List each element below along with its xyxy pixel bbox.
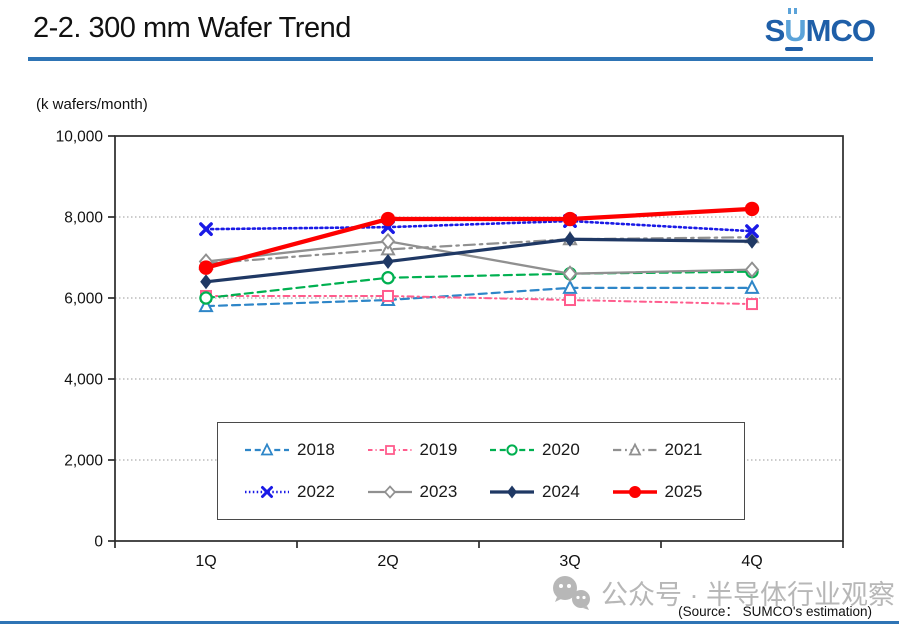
legend-line-sample-2025 xyxy=(612,486,657,498)
legend-item-2024: 2024 xyxy=(489,482,612,502)
series-line-2025 xyxy=(203,206,755,270)
watermark-text: 公众号 · 半导体行业观察 xyxy=(601,580,895,610)
x-axis-tick-label: 4Q xyxy=(741,553,762,570)
legend-label: 2023 xyxy=(419,482,458,501)
marker-triangle-open xyxy=(562,279,578,294)
marker-diamond-open xyxy=(380,232,396,250)
marker-diamond-open xyxy=(562,265,578,283)
legend-item-2019: 2019 xyxy=(367,440,490,460)
marker-diamond-filled xyxy=(746,233,758,249)
y-axis-tick-label: 4,000 xyxy=(64,372,103,389)
legend-marker-2019 xyxy=(384,445,395,455)
legend-marker-2021 xyxy=(628,442,641,456)
watermark: 公众号 · 半导体行业观察 xyxy=(551,573,895,612)
chart-legend: 2018 2019 2020 2021 2022 2023 2024 2025 xyxy=(217,422,745,520)
x-axis-tick-label: 1Q xyxy=(195,553,216,570)
logo-crucible-icon: U xyxy=(784,8,807,51)
logo-letters-mco: MCO xyxy=(805,13,876,48)
marker-square-open xyxy=(382,289,394,302)
footer-divider xyxy=(0,621,899,624)
series-line-2023 xyxy=(204,240,754,275)
page-title: 2-2. 300 mm Wafer Trend xyxy=(33,12,351,44)
marker-x xyxy=(745,224,759,239)
legend-marker-2020 xyxy=(506,444,518,456)
legend-line-sample-2021 xyxy=(612,442,657,456)
legend-marker-2025 xyxy=(628,486,641,498)
legend-line-sample-2023 xyxy=(367,485,412,499)
marker-diamond-open xyxy=(744,261,760,279)
series-line-2018 xyxy=(204,286,754,308)
legend-line-sample-2022 xyxy=(245,486,289,498)
x-axis-tick-label: 2Q xyxy=(377,553,398,570)
y-axis-tick-label: 8,000 xyxy=(64,210,103,227)
legend-label: 2018 xyxy=(297,440,335,459)
legend-line-sample-2018 xyxy=(245,442,289,456)
marker-triangle-open xyxy=(744,279,760,294)
marker-circle-filled xyxy=(562,211,578,227)
legend-line-sample-2019 xyxy=(367,445,412,455)
y-axis-tick-label: 6,000 xyxy=(64,291,103,308)
y-axis-tick-label: 2,000 xyxy=(64,453,103,470)
legend-item-2018: 2018 xyxy=(244,440,367,460)
legend-item-2023: 2023 xyxy=(367,482,490,502)
legend-item-2022: 2022 xyxy=(244,482,367,502)
marker-diamond-filled xyxy=(200,274,212,290)
marker-circle-filled xyxy=(744,201,760,217)
marker-x xyxy=(199,222,213,237)
legend-marker-2018 xyxy=(260,442,274,456)
marker-triangle-open xyxy=(198,297,214,313)
header-divider xyxy=(28,57,873,61)
legend-item-2025: 2025 xyxy=(612,482,735,502)
y-axis-tick-label: 0 xyxy=(94,534,103,551)
marker-circle-open xyxy=(381,271,395,285)
y-axis-tick-label: 10,000 xyxy=(56,129,104,146)
legend-label: 2020 xyxy=(542,440,580,459)
marker-diamond-filled xyxy=(382,254,394,270)
legend-label: 2021 xyxy=(664,440,703,459)
wechat-icon xyxy=(553,575,590,610)
legend-line-sample-2024 xyxy=(490,485,534,499)
series-line-2019 xyxy=(205,294,753,306)
legend-marker-2024 xyxy=(507,485,517,499)
legend-label: 2019 xyxy=(419,440,458,459)
x-axis-tick-label: 3Q xyxy=(559,553,580,570)
marker-circle-open xyxy=(199,291,213,305)
series-line-2021 xyxy=(204,236,754,265)
series-line-2024 xyxy=(204,237,754,284)
legend-marker-2023 xyxy=(383,485,396,499)
legend-line-sample-2020 xyxy=(490,444,534,456)
marker-square-open xyxy=(746,298,758,311)
marker-square-open xyxy=(564,294,576,307)
sumco-logo: SUMCO xyxy=(764,8,876,51)
legend-label: 2024 xyxy=(542,482,580,501)
legend-label: 2025 xyxy=(664,482,703,501)
legend-item-2020: 2020 xyxy=(489,440,612,460)
marker-diamond-filled xyxy=(564,231,576,247)
legend-item-2021: 2021 xyxy=(612,440,735,460)
marker-circle-filled xyxy=(198,260,214,275)
legend-marker-2022 xyxy=(261,486,273,498)
marker-circle-filled xyxy=(380,211,396,227)
series-line-2022 xyxy=(204,219,754,233)
source-note: (Source： SUMCO's estimation) xyxy=(678,604,872,619)
legend-label: 2022 xyxy=(297,482,335,501)
logo-letter-s: S xyxy=(764,13,786,48)
y-axis-units-label: (k wafers/month) xyxy=(36,96,148,113)
